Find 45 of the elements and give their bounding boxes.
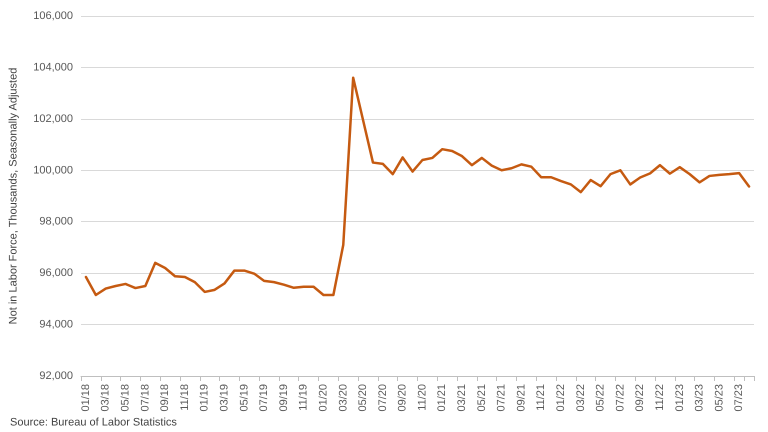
x-tick-label: 01/21 (436, 384, 448, 412)
source-note: Source: Bureau of Labor Statistics (10, 416, 178, 428)
y-axis-title: Not in Labor Force, Thousands, Seasonally Adjusted (8, 68, 20, 324)
x-tick-label: 09/22 (634, 384, 646, 412)
x-tick-label: 09/21 (515, 384, 528, 412)
x-tick-label: 05/18 (120, 384, 132, 412)
x-tick-label: 07/22 (614, 384, 626, 412)
x-tick-label: 05/19 (238, 384, 250, 412)
x-tick-label: 09/19 (278, 384, 290, 412)
x-tick-label: 01/23 (674, 384, 686, 412)
x-tick-label: 01/20 (317, 384, 330, 412)
x-tick-label: 05/23 (713, 384, 726, 412)
x-tick-label: 07/21 (496, 384, 508, 412)
y-tick-label: 92,000 (39, 370, 73, 382)
x-tick-label: 01/19 (198, 384, 211, 412)
x-tick-label: 01/22 (555, 384, 568, 412)
x-tick-label: 03/20 (337, 384, 350, 412)
x-tick-label: 07/19 (258, 384, 270, 412)
x-tick-label: 09/18 (159, 384, 172, 412)
x-tick-label: 11/21 (535, 384, 548, 411)
y-tick-label: 100,000 (33, 164, 73, 176)
x-tick-label: 03/19 (218, 384, 231, 412)
x-tick-label: 07/23 (733, 384, 746, 412)
x-tick-label: 11/20 (416, 384, 428, 411)
y-tick-label: 94,000 (39, 318, 73, 331)
x-tick-label: 07/18 (139, 384, 152, 412)
y-tick-label: 104,000 (33, 61, 73, 74)
x-tick-label: 03/23 (694, 384, 706, 412)
y-tick-label: 96,000 (39, 267, 73, 280)
x-tick-label: 05/22 (594, 384, 607, 412)
y-tick-label: 102,000 (33, 112, 73, 125)
x-tick-label: 11/18 (178, 384, 191, 411)
y-tick-label: 98,000 (39, 216, 73, 228)
x-tick-label: 05/21 (476, 384, 488, 412)
x-tick-label: 05/20 (357, 384, 370, 412)
y-tick-label: 106,000 (33, 10, 73, 22)
x-tick-label: 09/20 (396, 384, 409, 412)
x-tick-label: 11/22 (654, 384, 666, 411)
x-tick-label: 11/19 (298, 384, 310, 411)
x-tick-label: 01/18 (80, 384, 92, 412)
x-tick-label: 03/22 (574, 384, 587, 412)
line-series (84, 76, 750, 296)
x-tick-label: 03/18 (100, 384, 112, 412)
x-tick-label: 07/20 (376, 384, 389, 412)
x-tick-label: 03/21 (456, 384, 468, 412)
